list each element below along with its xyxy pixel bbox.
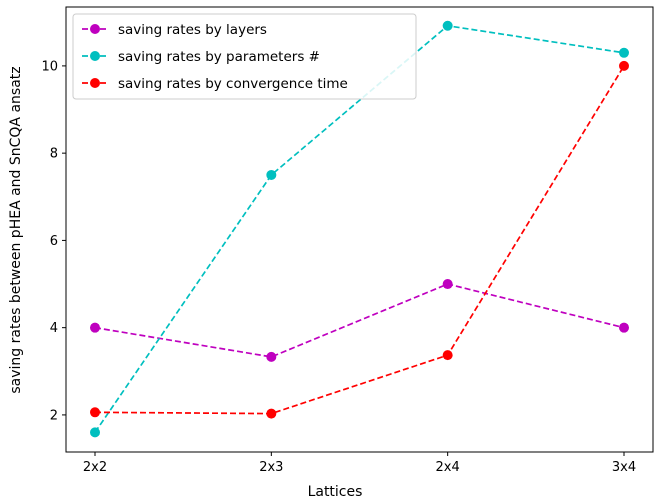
- data-point: [442, 20, 453, 31]
- y-tick-label: 8: [50, 147, 58, 162]
- data-point: [266, 351, 277, 362]
- y-tick-label: 4: [50, 321, 58, 336]
- series-3: [90, 60, 629, 419]
- x-tick-label: 2x2: [83, 460, 107, 475]
- legend-label: saving rates by layers: [118, 22, 267, 38]
- series-2: [90, 20, 629, 438]
- legend-label: saving rates by parameters #: [118, 49, 320, 65]
- legend-marker: [90, 24, 100, 34]
- x-axis-label: Lattices: [308, 484, 363, 500]
- data-point: [90, 427, 100, 438]
- y-tick-label: 10: [41, 59, 58, 74]
- series-line: [94, 283, 625, 358]
- data-point: [442, 350, 453, 361]
- x-axis: 2x2 2x3 2x4 3x4: [83, 452, 636, 475]
- y-axis: 2 4 6 8 10: [41, 59, 66, 423]
- legend-marker: [90, 78, 100, 88]
- y-tick-label: 2: [50, 408, 58, 423]
- x-tick-label: 3x4: [612, 460, 636, 475]
- plot-area-frame: [65, 6, 654, 453]
- y-tick-label: 6: [50, 234, 58, 249]
- legend-item: saving rates by parameters #: [82, 49, 320, 65]
- series-layer: [90, 20, 629, 438]
- x-tick-label: 2x3: [259, 460, 283, 475]
- series-line: [94, 24, 625, 433]
- data-point: [619, 322, 629, 333]
- legend-item: saving rates by layers: [82, 22, 267, 38]
- legend-label: saving rates by convergence time: [118, 76, 348, 92]
- data-point: [266, 169, 277, 180]
- legend-marker: [90, 51, 100, 61]
- legend-frame: [72, 13, 417, 100]
- data-point: [90, 407, 100, 418]
- legend-item: saving rates by convergence time: [82, 76, 348, 92]
- data-point: [90, 322, 100, 333]
- legend: saving rates by layers saving rates by pa…: [72, 13, 417, 100]
- y-axis-label: saving rates between pHEA and SnCQA ansa…: [8, 66, 24, 393]
- x-tick-label: 2x4: [436, 460, 460, 475]
- series-line: [94, 65, 625, 415]
- series-1: [90, 279, 629, 362]
- data-point: [619, 47, 629, 58]
- data-point: [619, 60, 629, 71]
- data-point: [266, 408, 277, 419]
- data-point: [442, 279, 453, 290]
